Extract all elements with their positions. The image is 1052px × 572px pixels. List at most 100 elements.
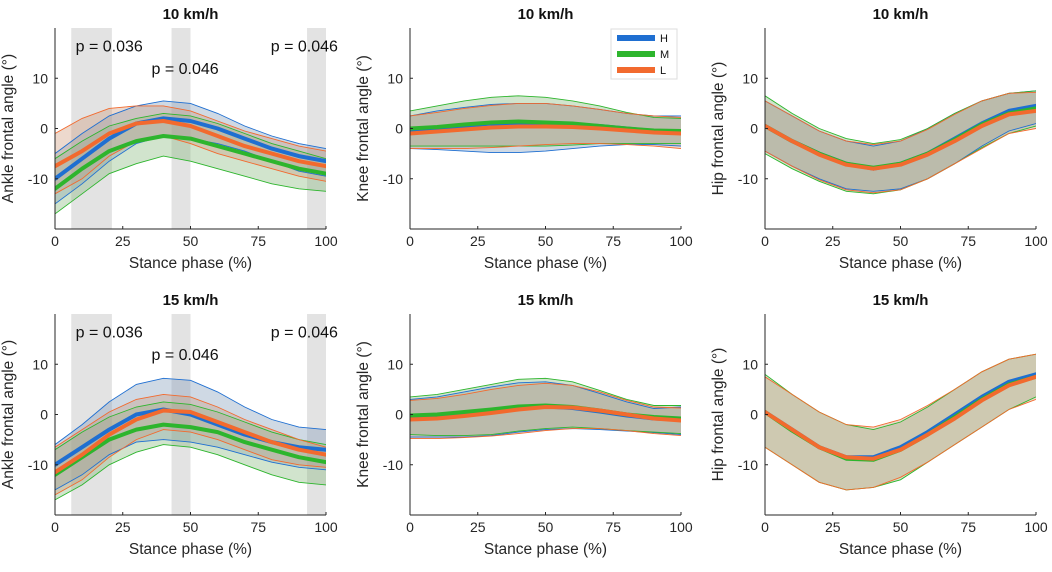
sd-lower-h — [410, 144, 681, 154]
sd-band-m — [765, 90, 1036, 194]
p-value-annotation: p = 0.046 — [271, 39, 338, 56]
panel-title: 10 km/h — [518, 6, 574, 23]
sd-upper-l — [55, 393, 326, 448]
plot-area — [410, 377, 681, 440]
sd-upper-h — [55, 377, 326, 445]
sd-upper-m — [55, 401, 326, 451]
mean-line-l — [55, 408, 326, 475]
x-tick-label: 75 — [960, 233, 976, 249]
y-axis-label: Knee frontal angle (°) — [355, 55, 372, 202]
sd-band-tint — [410, 381, 681, 438]
sd-lower-l — [410, 143, 681, 150]
x-tick-label: 100 — [1024, 233, 1048, 249]
sd-band-l — [55, 394, 326, 495]
y-tick-label: -10 — [738, 171, 758, 187]
x-axis-label: Stance phase (%) — [129, 255, 252, 272]
sd-upper-l — [55, 105, 326, 152]
significance-region — [307, 314, 326, 515]
sd-upper-l — [765, 353, 1036, 428]
x-tick-label: 50 — [893, 233, 909, 249]
sd-lower-h — [765, 123, 1036, 192]
y-tick-label: -10 — [28, 171, 48, 187]
y-tick-label: 10 — [32, 356, 48, 372]
x-tick-label: 75 — [250, 519, 266, 535]
y-tick-label: 0 — [750, 121, 758, 137]
x-tick-label: 0 — [406, 519, 414, 535]
sd-lower-l — [55, 429, 326, 496]
y-tick-label: 0 — [40, 407, 48, 423]
legend-label: H — [660, 33, 668, 45]
x-tick-label: 100 — [669, 519, 693, 535]
x-tick-label: 75 — [960, 519, 976, 535]
sd-upper-h — [55, 100, 326, 154]
panel-1: 0 25 50 75 100 -10 0 10 10 km/h Stance phase (%) A… — [0, 6, 338, 272]
sd-upper-l — [410, 382, 681, 409]
x-axis-label: Stance phase (%) — [129, 541, 252, 558]
p-value-annotation: p = 0.036 — [76, 325, 143, 342]
plot-area — [55, 28, 326, 229]
y-tick-label: -10 — [28, 457, 48, 473]
sd-upper-l — [765, 91, 1036, 146]
mean-line-m — [55, 134, 326, 191]
x-tick-label: 25 — [115, 519, 131, 535]
x-tick-label: 50 — [183, 519, 199, 535]
plot-area — [765, 353, 1036, 491]
panel-4: 0 25 50 75 100 -10 0 10 15 km/h Stance phase (%) A… — [0, 292, 338, 558]
y-tick-label: 10 — [387, 356, 403, 372]
x-axis-label: Stance phase (%) — [484, 255, 607, 272]
y-axis-label: Hip frontal angle (°) — [710, 348, 727, 482]
x-tick-label: 50 — [538, 519, 554, 535]
significance-region — [307, 28, 326, 229]
plot-area — [765, 90, 1036, 195]
sd-band-tint — [765, 90, 1036, 192]
sd-band-tint — [55, 113, 326, 214]
y-axis-label: Knee frontal angle (°) — [355, 341, 372, 488]
x-tick-label: 0 — [761, 519, 769, 535]
x-tick-label: 0 — [51, 233, 59, 249]
mean-line-l — [765, 108, 1036, 171]
x-tick-label: 0 — [406, 233, 414, 249]
sd-lower-m — [55, 155, 326, 215]
panel-5: 0 25 50 75 100 -10 0 10 15 km/h Stance phase (%) K… — [355, 292, 693, 558]
panel-title: 15 km/h — [163, 292, 219, 309]
panel-6: 0 25 50 75 100 -10 0 10 15 km/h Stance phase (%) H… — [710, 292, 1048, 558]
y-tick-label: -10 — [383, 171, 403, 187]
x-tick-label: 25 — [115, 233, 131, 249]
p-value-annotation: p = 0.046 — [151, 347, 218, 364]
x-tick-label: 75 — [605, 233, 621, 249]
legend: HML — [610, 28, 678, 80]
sd-lower-l — [410, 428, 681, 440]
x-tick-label: 25 — [825, 519, 841, 535]
sd-lower-h — [55, 439, 326, 491]
sd-lower-l — [765, 128, 1036, 194]
sd-band-tint — [55, 378, 326, 490]
sd-lower-l — [765, 398, 1036, 491]
x-tick-label: 25 — [825, 233, 841, 249]
x-tick-label: 100 — [314, 233, 338, 249]
sd-upper-m — [55, 112, 326, 160]
sd-upper-m — [410, 377, 681, 406]
y-tick-label: -10 — [738, 457, 758, 473]
x-tick-label: 25 — [470, 519, 486, 535]
y-tick-label: 10 — [32, 70, 48, 86]
mean-line-l — [55, 119, 326, 169]
y-tick-label: 10 — [742, 356, 758, 372]
x-tick-label: 75 — [250, 233, 266, 249]
y-tick-label: 10 — [742, 70, 758, 86]
x-tick-label: 50 — [183, 233, 199, 249]
panel-title: 10 km/h — [873, 6, 929, 23]
panel-2: 0 25 50 75 100 -10 0 10 10 km/h Stance phase (%) K… — [355, 6, 693, 272]
sd-band-tint — [410, 383, 681, 439]
sd-lower-m — [410, 143, 681, 147]
p-value-annotation: p = 0.046 — [151, 61, 218, 78]
sd-band-h — [55, 378, 326, 490]
mean-line-l — [410, 405, 681, 423]
x-tick-label: 100 — [669, 233, 693, 249]
sd-band-tint — [765, 92, 1036, 193]
sd-lower-l — [55, 135, 326, 195]
sd-upper-l — [410, 102, 681, 118]
mean-line-m — [55, 422, 326, 477]
y-axis-label: Ankle frontal angle (°) — [0, 54, 17, 203]
sd-band-h — [765, 90, 1036, 192]
